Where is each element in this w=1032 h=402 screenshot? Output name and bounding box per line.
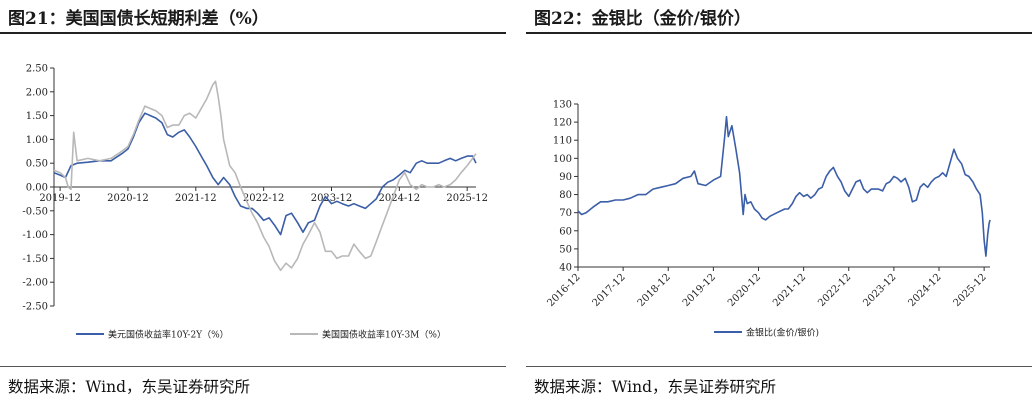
x-tick-label: 2020-12	[726, 272, 763, 309]
series-line-2	[53, 80, 477, 272]
chart-panel-yield-spread: 图21：美国国债长短期利差（%） 2.50 2.00 1.50 1.00 0.50 0.0…	[0, 0, 506, 402]
chart-title: 图22：金银比（金价/银价）	[534, 9, 751, 29]
yield-spread-line-chart: 2.50 2.00 1.50 1.00 0.50 0.00 -0.50 -1.00 -1.50 -…	[22, 64, 488, 341]
y-tick-label: -0.50	[22, 206, 48, 217]
x-tick-label: 2020-12	[107, 193, 149, 204]
series-line-1	[577, 115, 991, 257]
y-tick-label: 70	[559, 208, 572, 219]
x-tick-label: 2017-12	[591, 272, 628, 309]
legend-label: 美元国债收益率10Y-2Y（%）	[108, 329, 229, 341]
title-divider	[0, 32, 506, 34]
x-tick-label: 2016-12	[545, 272, 582, 309]
x-tick-label: 2023-12	[311, 193, 353, 204]
y-tick-label: 60	[559, 226, 572, 237]
source-divider	[526, 366, 1032, 367]
y-tick-label: -1.00	[22, 230, 48, 241]
y-tick-label: 130	[553, 100, 572, 111]
y-tick-label: 2.00	[26, 87, 48, 98]
y-tick-label: 110	[553, 136, 572, 147]
source-note: 数据来源：Wind，东吴证券研究所	[8, 378, 251, 396]
x-tick-label: 2021-12	[771, 272, 808, 309]
source-divider	[0, 366, 506, 367]
y-tick-label: 0.00	[26, 183, 48, 194]
source-note: 数据来源：Wind，东吴证券研究所	[534, 378, 777, 396]
y-tick-label: 1.50	[26, 111, 48, 122]
x-tick-label: 2021-12	[175, 193, 217, 204]
y-tick-label: -2.50	[22, 302, 48, 313]
y-tick-label: 80	[559, 190, 572, 201]
chart-title: 图21：美国国债长短期利差（%）	[8, 9, 269, 29]
x-tick-label: 2023-12	[861, 272, 898, 309]
x-tick-label: 2019-12	[681, 272, 718, 309]
y-tick-label: -2.00	[22, 278, 48, 289]
y-tick-label: 40	[559, 263, 572, 274]
x-tick-label: 2024-12	[906, 272, 943, 309]
legend-label: 美国国债收益率10Y-3M（%）	[322, 329, 446, 341]
x-tick-label: 2025-12	[446, 193, 488, 204]
y-tick-label: 120	[553, 118, 572, 129]
x-tick-label: 2022-12	[816, 272, 853, 309]
x-tick-label: 2024-12	[379, 193, 421, 204]
x-tick-label: 2025-12	[952, 272, 989, 309]
y-tick-label: -1.50	[22, 254, 48, 265]
y-tick-label: 0.50	[26, 159, 48, 170]
y-tick-label: 90	[559, 172, 572, 183]
y-tick-label: 100	[553, 154, 572, 165]
chart-panel-gold-silver-ratio: 图22：金银比（金价/银价） 130 120 110 100 90 80 70 60 50 40 2…	[526, 0, 1032, 402]
legend-label: 金银比(金价/银价)	[746, 327, 819, 339]
y-tick-label: 2.50	[26, 64, 48, 75]
x-tick-label: 2022-12	[243, 193, 285, 204]
y-tick-label: 50	[559, 244, 572, 255]
y-tick-label: 1.00	[26, 135, 48, 146]
x-tick-label: 2019-12	[39, 193, 81, 204]
series-line-1	[53, 112, 477, 236]
title-divider	[526, 32, 1032, 34]
x-tick-label: 2018-12	[636, 272, 673, 309]
